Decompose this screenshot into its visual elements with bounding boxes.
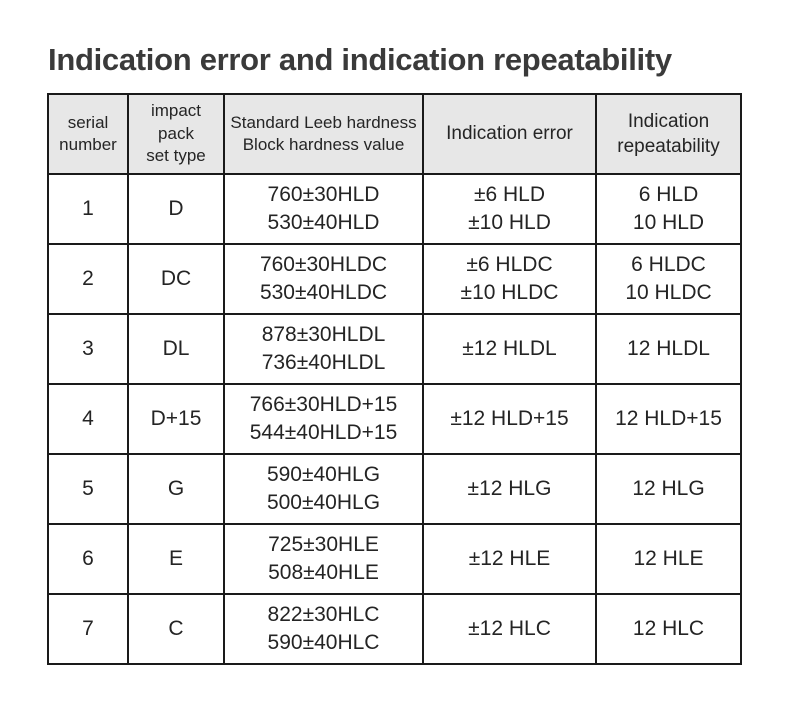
cell-type: D [127,173,225,245]
cell-repeatability: 12 HLC [595,593,742,665]
cell-serial: 3 [47,313,129,385]
table-row: 3 DL 878±30HLDL 736±40HLDL ±12 HLDL 12 H… [47,313,742,385]
header-indication-error: Indication error [422,93,597,175]
cell-hardness: 760±30HLDC 530±40HLDC [223,243,424,315]
cell-repeatability: 12 HLD+15 [595,383,742,455]
table-row: 1 D 760±30HLD 530±40HLD ±6 HLD ±10 HLD 6… [47,173,742,245]
cell-hardness: 878±30HLDL 736±40HLDL [223,313,424,385]
header-standard-leeb-hardness: Standard Leeb hardness Block hardness va… [223,93,424,175]
cell-repeatability: 6 HLDC 10 HLDC [595,243,742,315]
header-row: serial number impact pack set type Stand… [47,93,742,175]
table-row: 7 C 822±30HLC 590±40HLC ±12 HLC 12 HLC [47,593,742,665]
table-header: serial number impact pack set type Stand… [47,93,742,175]
cell-serial: 6 [47,523,129,595]
cell-type: D+15 [127,383,225,455]
cell-serial: 2 [47,243,129,315]
header-serial-number: serial number [47,93,129,175]
cell-serial: 7 [47,593,129,665]
cell-serial: 1 [47,173,129,245]
cell-type: G [127,453,225,525]
table-row: 2 DC 760±30HLDC 530±40HLDC ±6 HLDC ±10 H… [47,243,742,315]
table-row: 6 E 725±30HLE 508±40HLE ±12 HLE 12 HLE [47,523,742,595]
cell-repeatability: 12 HLG [595,453,742,525]
page-title: Indication error and indication repeatab… [48,42,672,77]
cell-type: DC [127,243,225,315]
cell-error: ±12 HLE [422,523,597,595]
cell-error: ±6 HLD ±10 HLD [422,173,597,245]
table-row: 4 D+15 766±30HLD+15 544±40HLD+15 ±12 HLD… [47,383,742,455]
cell-hardness: 822±30HLC 590±40HLC [223,593,424,665]
cell-error: ±12 HLG [422,453,597,525]
indication-spec-table: serial number impact pack set type Stand… [47,93,742,665]
cell-repeatability: 12 HLDL [595,313,742,385]
cell-hardness: 590±40HLG 500±40HLG [223,453,424,525]
cell-error: ±12 HLD+15 [422,383,597,455]
cell-type: C [127,593,225,665]
header-impact-pack-set-type: impact pack set type [127,93,225,175]
table-body: 1 D 760±30HLD 530±40HLD ±6 HLD ±10 HLD 6… [47,173,742,665]
cell-repeatability: 6 HLD 10 HLD [595,173,742,245]
cell-repeatability: 12 HLE [595,523,742,595]
cell-error: ±6 HLDC ±10 HLDC [422,243,597,315]
table-row: 5 G 590±40HLG 500±40HLG ±12 HLG 12 HLG [47,453,742,525]
header-indication-repeatability: Indication repeatability [595,93,742,175]
cell-hardness: 766±30HLD+15 544±40HLD+15 [223,383,424,455]
cell-type: DL [127,313,225,385]
cell-hardness: 760±30HLD 530±40HLD [223,173,424,245]
cell-error: ±12 HLC [422,593,597,665]
cell-error: ±12 HLDL [422,313,597,385]
cell-hardness: 725±30HLE 508±40HLE [223,523,424,595]
cell-serial: 4 [47,383,129,455]
cell-serial: 5 [47,453,129,525]
cell-type: E [127,523,225,595]
